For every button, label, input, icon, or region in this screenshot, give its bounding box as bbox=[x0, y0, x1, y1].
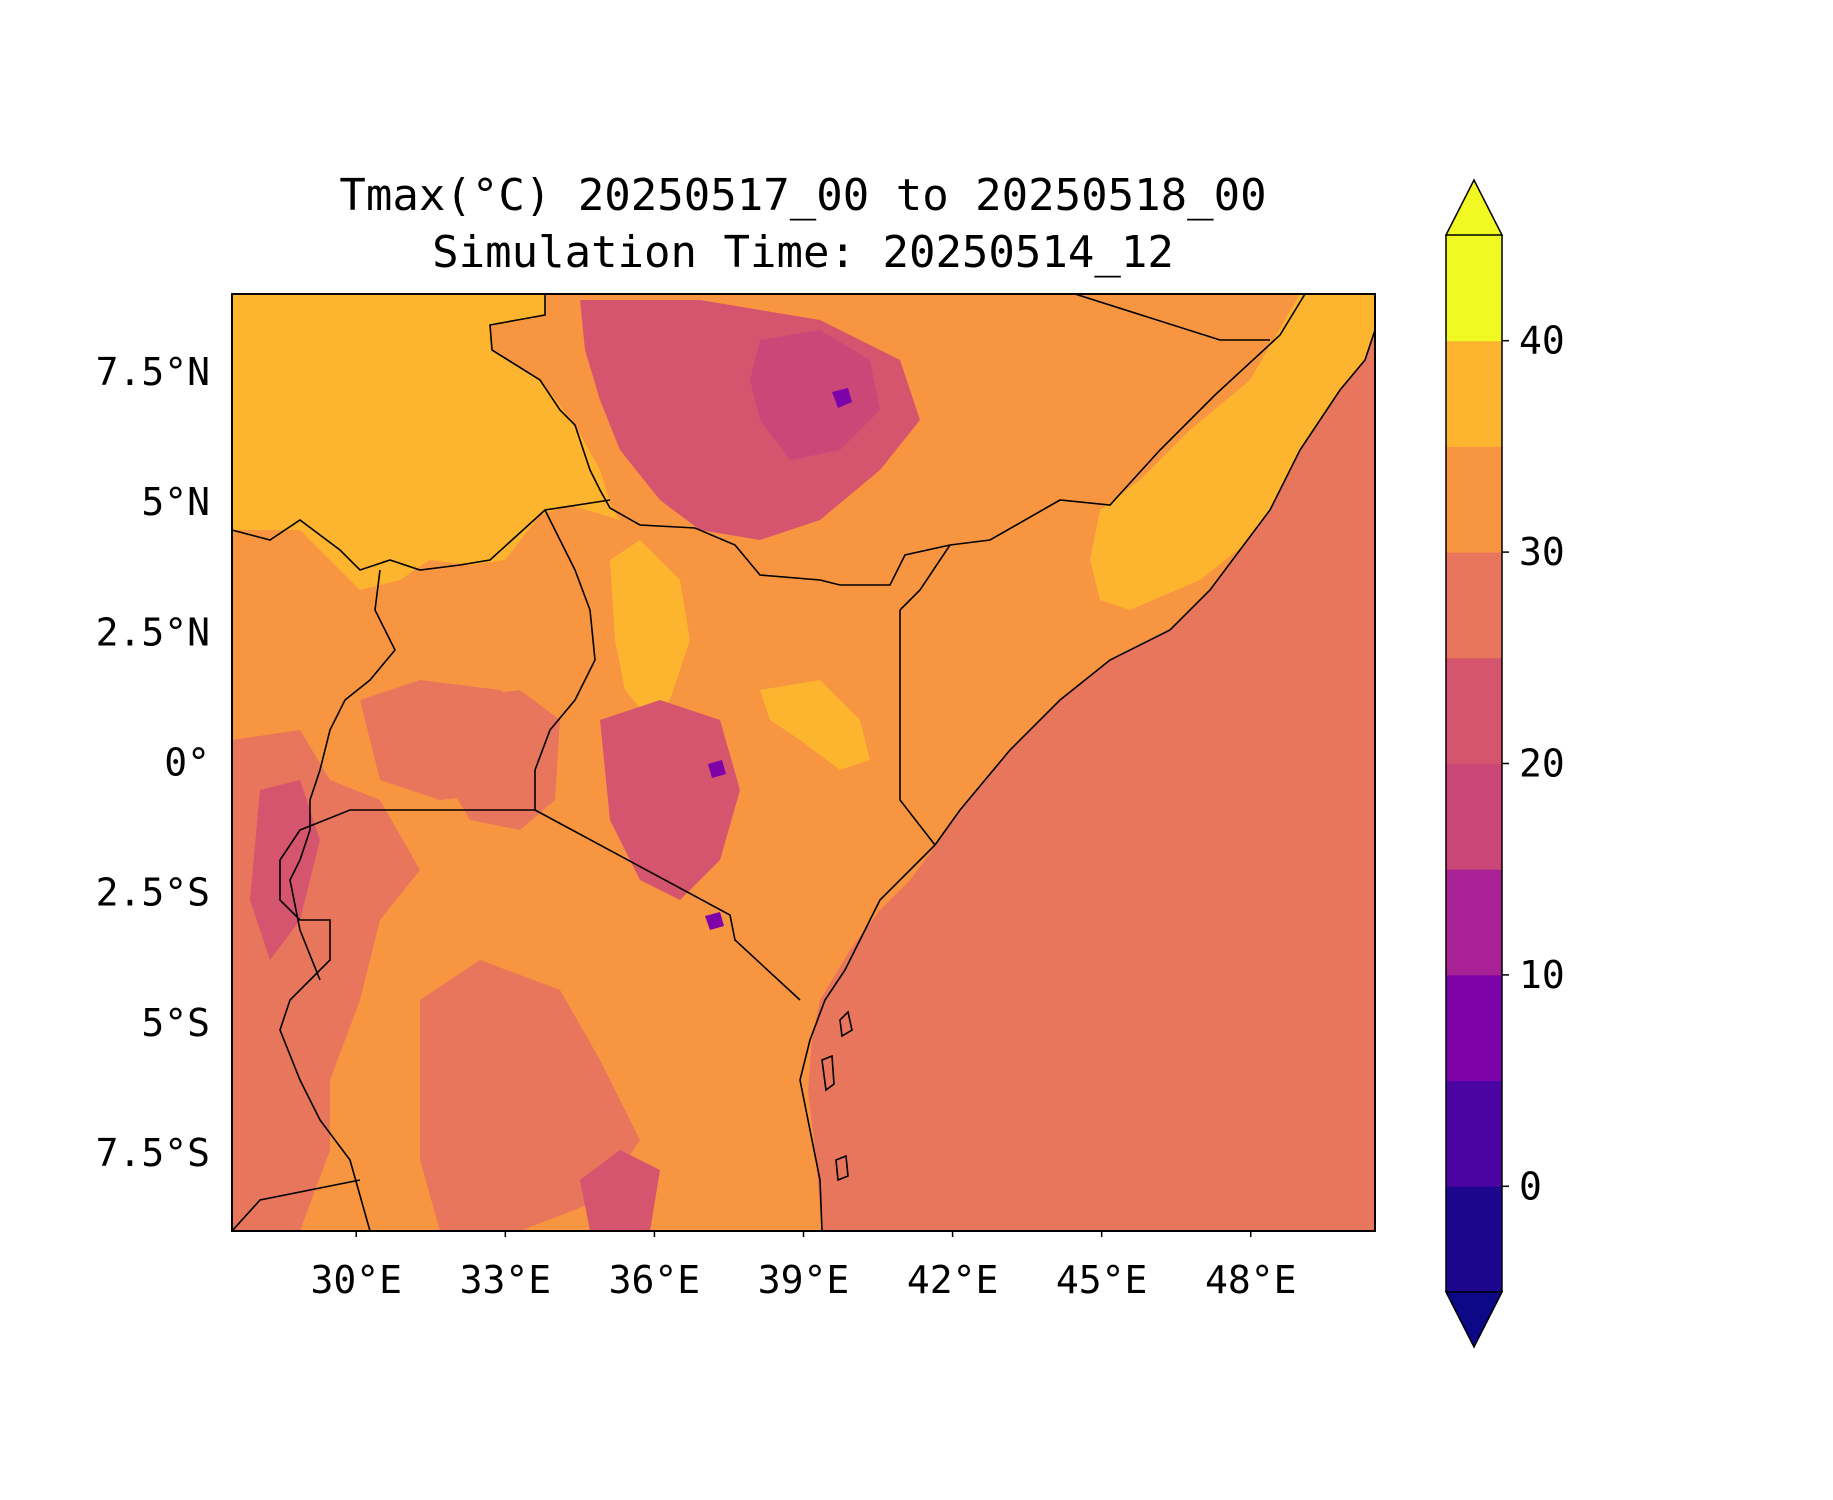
chart-title: Tmax(°C) 20250517_00 to 20250518_00 bbox=[339, 170, 1266, 221]
colorbar-segment bbox=[1446, 340, 1502, 447]
colorbar-segment bbox=[1446, 1080, 1502, 1187]
warm-region-kenya bbox=[760, 680, 870, 770]
highland-kenya bbox=[600, 700, 740, 900]
colorbar-segment bbox=[1446, 446, 1502, 553]
colorbar-tick-label: 20 bbox=[1519, 742, 1565, 786]
colorbar bbox=[1444, 178, 1504, 1349]
colorbar-segment bbox=[1446, 869, 1502, 976]
country-borders bbox=[232, 294, 1375, 1231]
colorbar-ticks: 0 10 20 30 40 bbox=[1502, 319, 1565, 1208]
highland-ethiopia-core bbox=[750, 330, 880, 460]
highland-kenya-peak bbox=[708, 760, 726, 778]
colorbar-extend-max bbox=[1444, 178, 1504, 236]
y-tick-label: 7.5°N bbox=[96, 350, 210, 394]
colorbar-extend-min bbox=[1444, 1291, 1504, 1349]
mild-region-tz bbox=[420, 960, 640, 1231]
x-tick-label: 36°E bbox=[609, 1258, 701, 1302]
x-tick-label: 48°E bbox=[1205, 1258, 1297, 1302]
x-tick-label: 30°E bbox=[310, 1258, 402, 1302]
highland-rwanda bbox=[250, 780, 320, 960]
highland-ethiopia-peak bbox=[832, 388, 852, 408]
x-tick-label: 39°E bbox=[758, 1258, 850, 1302]
highland-kilimanjaro bbox=[705, 912, 724, 930]
x-tick-label: 33°E bbox=[460, 1258, 552, 1302]
colorbar-segment bbox=[1446, 763, 1502, 870]
colorbar-tick-label: 40 bbox=[1519, 319, 1565, 363]
colorbar-segment bbox=[1446, 974, 1502, 1082]
x-tick-label: 45°E bbox=[1056, 1258, 1148, 1302]
y-tick-label: 7.5°S bbox=[96, 1131, 210, 1175]
colorbar-tick-label: 0 bbox=[1519, 1164, 1542, 1208]
colorbar-segment bbox=[1446, 552, 1502, 659]
y-tick-label: 5°S bbox=[141, 1001, 210, 1045]
y-tick-label: 2.5°S bbox=[96, 871, 210, 915]
chart-subtitle: Simulation Time: 20250514_12 bbox=[432, 227, 1174, 278]
y-tick-label: 5°N bbox=[141, 480, 210, 524]
warm-region-north bbox=[232, 294, 620, 590]
map-panel bbox=[232, 294, 1375, 1231]
x-tick-label: 42°E bbox=[907, 1258, 999, 1302]
highland-tz-south bbox=[580, 1150, 660, 1231]
y-tick-label: 0° bbox=[164, 741, 210, 785]
x-axis-ticks: 30°E 33°E 36°E 39°E 42°E 45°E 48°E bbox=[310, 1231, 1297, 1302]
y-axis-ticks: 7.5°N 5°N 2.5°N 0° 2.5°S 5°S 7.5°S bbox=[96, 350, 210, 1175]
colorbar-tick-label: 30 bbox=[1519, 530, 1565, 574]
colorbar-segment bbox=[1446, 235, 1502, 342]
lake-victoria-region bbox=[440, 690, 560, 830]
warm-region-ne bbox=[1090, 294, 1375, 610]
warm-region-rift bbox=[610, 540, 690, 720]
colorbar-segment bbox=[1446, 657, 1502, 764]
colorbar-tick-label: 10 bbox=[1519, 953, 1565, 997]
indian-ocean bbox=[808, 330, 1375, 1231]
y-tick-label: 2.5°N bbox=[96, 610, 210, 654]
colorbar-segment bbox=[1446, 1186, 1502, 1293]
